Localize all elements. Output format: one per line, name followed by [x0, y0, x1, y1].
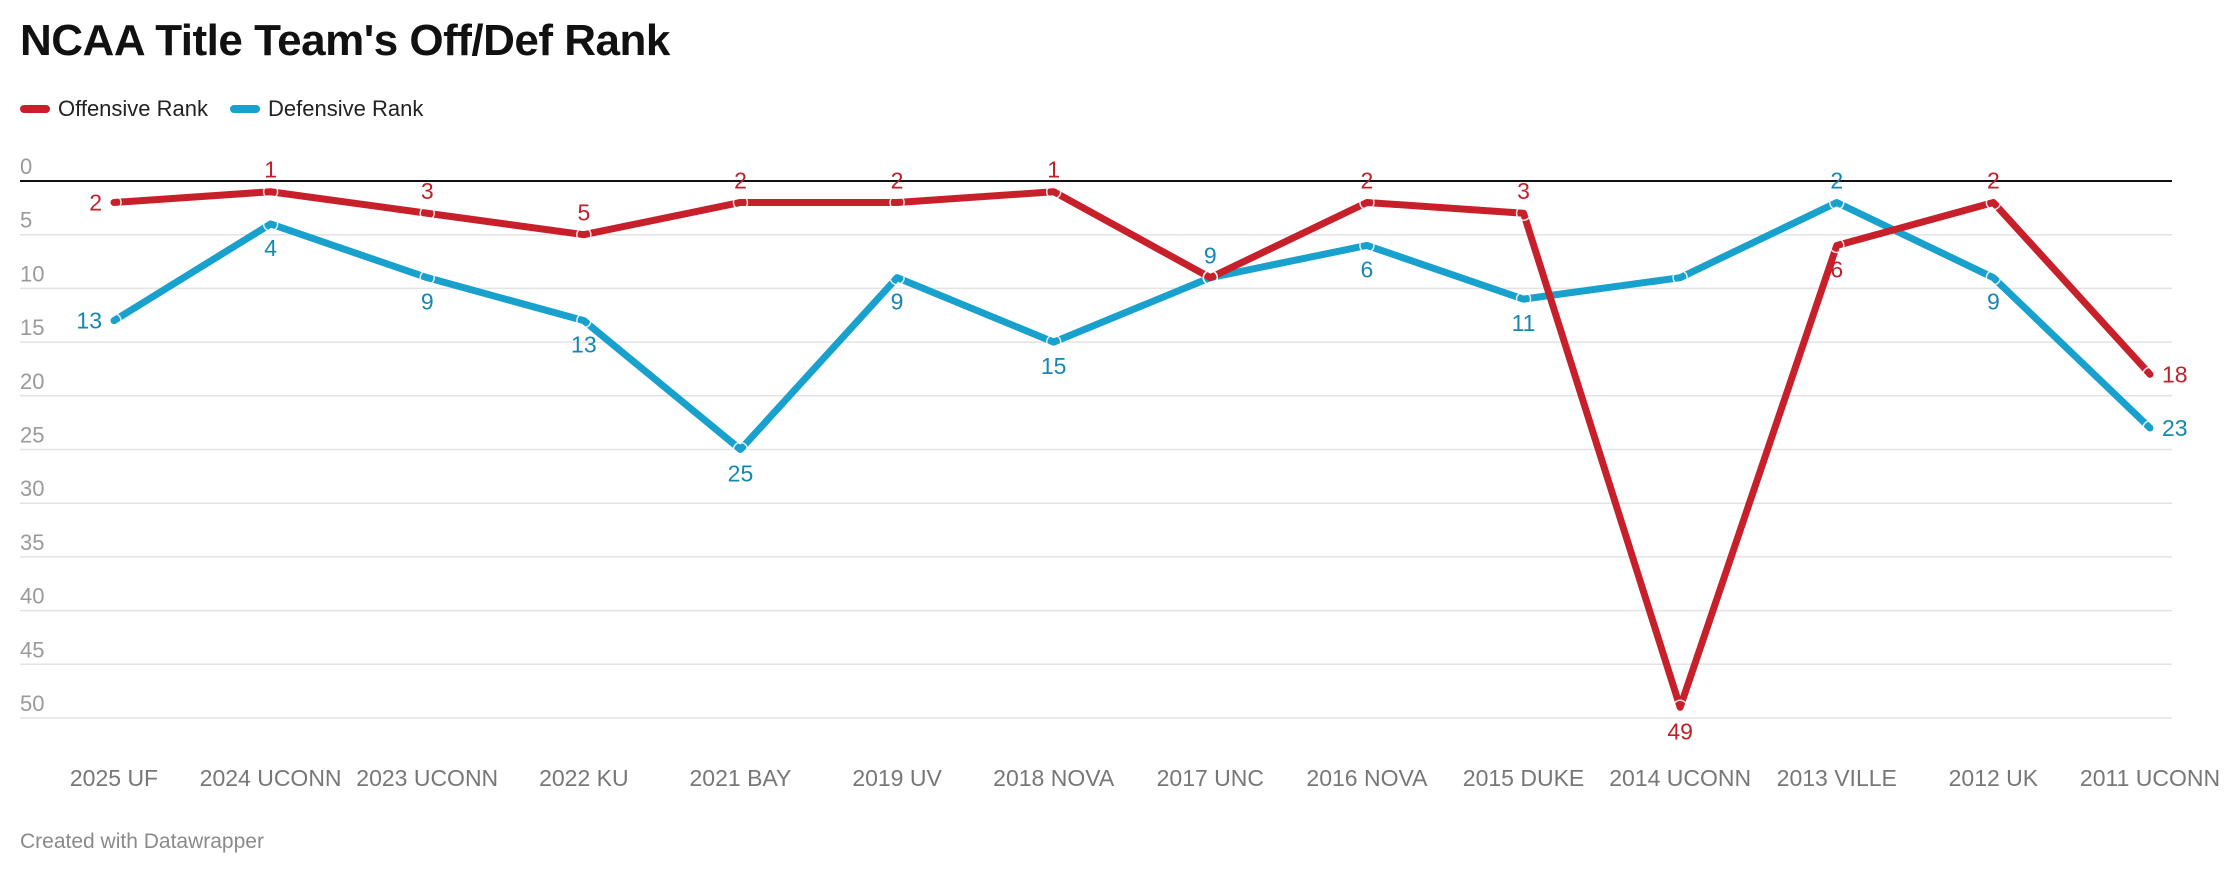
data-point-offensive: [1515, 205, 1532, 221]
y-tick-label-20: 20: [20, 369, 44, 394]
data-label-offensive: 3: [421, 178, 434, 204]
x-tick-label: 2012 UK: [1949, 765, 2039, 791]
y-tick-label-40: 40: [20, 584, 44, 609]
legend-label-defensive: Defensive Rank: [268, 96, 424, 121]
legend-item-offensive: Offensive Rank: [20, 96, 208, 122]
x-tick-label: 2021 BAY: [690, 765, 792, 791]
data-point-defensive: [576, 312, 592, 329]
data-label-defensive: 15: [1041, 353, 1067, 379]
legend-swatch-defensive: [230, 105, 261, 113]
x-tick-label: 2025 UF: [70, 765, 158, 791]
data-label-defensive: 2: [1830, 167, 1843, 193]
data-point-defensive: [1359, 237, 1375, 254]
x-tick-label: 2023 UCONN: [356, 765, 498, 791]
data-point-defensive: [2142, 420, 2158, 436]
data-point-defensive: [1515, 291, 1532, 307]
data-point-defensive: [1045, 334, 1062, 350]
x-tick-label: 2022 KU: [539, 765, 629, 791]
x-tick-label: 2016 NOVA: [1306, 765, 1428, 791]
data-label-offensive: 1: [1047, 157, 1060, 183]
x-tick-label: 2014 UCONN: [1609, 765, 1751, 791]
y-tick-label-5: 5: [20, 208, 32, 233]
data-label-offensive: 3: [1517, 178, 1530, 204]
data-label-defensive: 11: [1512, 310, 1536, 336]
data-label-offensive: 18: [2162, 361, 2188, 387]
series-line-defensive: [110, 198, 2154, 453]
data-label-defensive: 13: [76, 308, 102, 334]
data-point-offensive: [106, 194, 122, 211]
data-label-offensive: 1: [264, 157, 277, 183]
footer-credit: Created with Datawrapper: [20, 830, 264, 853]
data-label-defensive: 9: [1987, 289, 2000, 315]
data-point-defensive: [1672, 269, 1688, 286]
data-point-offensive: [1672, 699, 1688, 716]
legend-label-offensive: Offensive Rank: [58, 96, 209, 121]
data-label-defensive: 23: [2162, 415, 2188, 441]
data-label-offensive: 49: [1667, 718, 1693, 744]
x-tick-label: 2011 UCONN: [2080, 765, 2220, 791]
data-point-offensive: [889, 194, 905, 211]
data-point-offensive: [1829, 237, 1845, 254]
y-tick-label-35: 35: [20, 530, 44, 555]
data-point-defensive: [419, 269, 435, 286]
y-tick-label-25: 25: [20, 423, 44, 448]
y-tick-label-15: 15: [20, 315, 44, 340]
data-point-defensive: [1829, 194, 1845, 211]
x-tick-label: 2019 UV: [852, 765, 942, 791]
y-tick-label-50: 50: [20, 691, 44, 716]
data-label-defensive: 9: [1204, 243, 1217, 269]
data-point-offensive: [576, 226, 592, 243]
legend-item-defensive: Defensive Rank: [230, 96, 423, 122]
y-tick-label-0: 0: [20, 154, 32, 179]
x-tick-label: 2017 UNC: [1157, 765, 1264, 791]
data-point-offensive: [1202, 269, 1219, 286]
data-point-defensive: [1985, 269, 2002, 286]
data-label-offensive: 5: [577, 200, 590, 226]
data-point-defensive: [106, 312, 122, 329]
data-label-defensive: 25: [728, 461, 754, 487]
data-label-defensive: 9: [891, 289, 904, 315]
data-label-offensive: 2: [89, 189, 102, 215]
x-tick-label: 2024 UCONN: [200, 765, 342, 791]
legend: Offensive Rank Defensive Rank: [20, 96, 423, 122]
y-tick-label-45: 45: [20, 637, 44, 662]
data-point-offensive: [262, 183, 279, 200]
y-tick-label-10: 10: [20, 261, 44, 286]
legend-swatch-offensive: [20, 105, 50, 113]
data-point-defensive: [889, 269, 905, 286]
data-label-defensive: 9: [421, 289, 434, 315]
data-label-defensive: 4: [264, 235, 277, 261]
y-tick-label-30: 30: [20, 476, 44, 501]
data-label-offensive: 2: [734, 167, 747, 193]
data-label-offensive: 2: [1361, 167, 1374, 193]
x-tick-label: 2018 NOVA: [993, 765, 1115, 791]
data-point-offensive: [1359, 194, 1375, 211]
x-tick-label: 2013 VILLE: [1777, 765, 1897, 791]
x-tick-label: 2015 DUKE: [1463, 765, 1584, 791]
data-label-defensive: 13: [571, 332, 597, 358]
data-point-offensive: [1985, 194, 2002, 211]
data-point-defensive: [262, 216, 279, 232]
data-label-offensive: 6: [1830, 256, 1843, 282]
data-point-offensive: [732, 194, 749, 211]
data-point-defensive: [732, 441, 749, 458]
data-point-offensive: [2142, 366, 2158, 383]
data-point-offensive: [419, 205, 435, 221]
data-label-offensive: 2: [1987, 167, 2000, 193]
chart-title: NCAA Title Team's Off/Def Rank: [20, 16, 670, 65]
data-label-offensive: 2: [891, 167, 904, 193]
data-label-defensive: 6: [1361, 256, 1374, 282]
series-line-offensive: [110, 188, 2154, 711]
data-point-offensive: [1045, 183, 1062, 200]
